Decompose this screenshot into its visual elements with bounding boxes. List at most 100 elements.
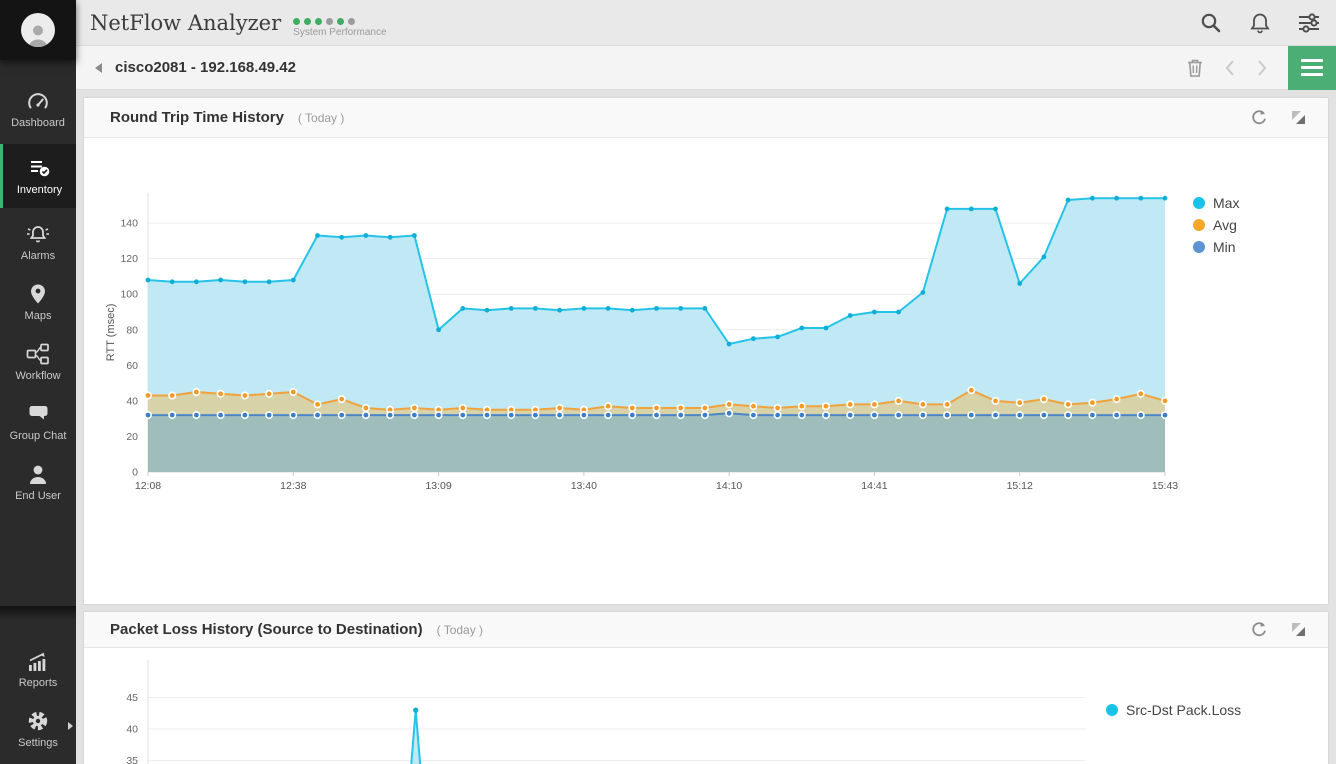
svg-text:40: 40 [126, 724, 138, 736]
sidebar-item-label: Dashboard [11, 117, 65, 129]
packet-loss-chart: 05101520253035404512:0812:3813:0913:4014… [126, 659, 1085, 764]
sidebar-item-workflow[interactable]: Workflow [0, 337, 76, 388]
sidebar-item-label: Settings [18, 737, 58, 749]
legend-dot [1193, 241, 1205, 253]
svg-text:80: 80 [126, 324, 138, 336]
rtt-history-panel: Round Trip Time History ( Today ) 0 20 40 6… [84, 98, 1328, 604]
reports-icon [0, 650, 76, 672]
sidebar-item-label: Workflow [15, 370, 61, 382]
legend-item[interactable]: Min [1193, 239, 1239, 255]
svg-text:35: 35 [126, 755, 138, 764]
sidebar-item-end-user[interactable]: End User [0, 457, 76, 508]
legend-label: Src-Dst Pack.Loss [1126, 702, 1242, 718]
range-label: ( Today ) [297, 110, 345, 125]
sidebar-item-reports[interactable]: Reports [0, 644, 76, 695]
packet-loss-chart-area: 05101520253035404512:0812:3813:0913:4014… [84, 648, 1328, 764]
legend-label: Min [1213, 239, 1236, 255]
search-icon[interactable] [1200, 12, 1222, 34]
panel-title: Round Trip Time History [110, 109, 284, 126]
gear-icon [0, 710, 76, 732]
map-pin-icon [0, 283, 76, 305]
sidebar-item-label: Inventory [16, 184, 63, 196]
sidebar-item-label: Maps [24, 310, 52, 322]
svg-text:140: 140 [120, 218, 138, 230]
performance-dots [293, 17, 386, 25]
hamburger-menu-button[interactable] [1288, 45, 1336, 90]
logo-box [0, 0, 76, 60]
rtt-chart: 0 20 40 60 80 100 120 140 12:08 12:38 13:09 13:40 14… [105, 192, 1178, 492]
svg-text:45: 45 [126, 692, 138, 704]
svg-text:RTT (msec): RTT (msec) [105, 304, 117, 362]
legend-item[interactable]: Avg [1193, 217, 1239, 233]
rtt-legend: Max Avg Min [1193, 195, 1239, 261]
sidebar-item-label: End User [15, 490, 61, 502]
refresh-icon[interactable] [1250, 109, 1267, 126]
performance-caption: System Performance [293, 26, 387, 38]
panel-title: Packet Loss History (Source to Destinati… [110, 621, 423, 638]
legend-dot [1106, 704, 1118, 716]
app-title: NetFlow Analyzer [90, 10, 282, 35]
sidebar-item-alarms[interactable]: Alarms [0, 217, 76, 268]
sidebar-item-label: Reports [18, 677, 58, 689]
resize-icon[interactable] [1291, 110, 1306, 125]
user-avatar[interactable] [21, 13, 55, 47]
svg-text:15:43: 15:43 [1152, 480, 1178, 492]
sidebar-item-label: Alarms [20, 250, 56, 262]
performance-dot [326, 17, 334, 25]
svg-text:100: 100 [120, 289, 138, 301]
legend-item[interactable]: Src-Dst Pack.Loss [1106, 702, 1241, 718]
inventory-icon [3, 157, 76, 179]
svg-text:12:38: 12:38 [280, 480, 306, 492]
svg-text:15:12: 15:12 [1007, 480, 1033, 492]
packet-loss-panel-header: Packet Loss History (Source to Destinati… [84, 612, 1328, 648]
svg-text:20: 20 [126, 431, 138, 443]
gauge-icon [0, 90, 76, 112]
svg-text:13:09: 13:09 [425, 480, 451, 492]
packet-loss-legend: Src-Dst Pack.Loss [1106, 702, 1241, 724]
chevron-left-icon[interactable] [1224, 59, 1236, 77]
sliders-icon[interactable] [1298, 12, 1320, 34]
svg-text:60: 60 [126, 360, 138, 372]
device-title: cisco2081 - 192.168.49.42 [115, 59, 296, 76]
system-performance-indicator: System Performance [293, 8, 387, 38]
svg-text:120: 120 [120, 253, 138, 265]
main-content: Round Trip Time History ( Today ) 0 20 40 6… [76, 90, 1336, 764]
rtt-chart-area: 0 20 40 60 80 100 120 140 12:08 12:38 13:09 13:40 14… [84, 138, 1328, 604]
refresh-icon[interactable] [1250, 621, 1267, 638]
performance-dot [348, 17, 356, 25]
chat-bubbles-icon [0, 403, 76, 425]
sidebar-item-dashboard[interactable]: Dashboard [0, 84, 76, 135]
performance-dot [304, 17, 312, 25]
person-icon [28, 25, 48, 47]
packet-loss-panel: Packet Loss History (Source to Destinati… [84, 612, 1328, 764]
performance-dot [315, 17, 323, 25]
svg-text:13:40: 13:40 [571, 480, 597, 492]
sidebar-item-inventory[interactable]: Inventory [0, 144, 76, 208]
svg-text:14:41: 14:41 [861, 480, 887, 492]
legend-dot [1193, 197, 1205, 209]
sidebar: Dashboard Inventory Alarms Maps Workflow [0, 0, 76, 764]
sidebar-item-settings[interactable]: Settings [0, 704, 76, 755]
breadcrumb-bar: cisco2081 - 192.168.49.42 [76, 45, 1336, 90]
rtt-panel-header: Round Trip Time History ( Today ) [84, 98, 1328, 138]
alarm-bell-icon [0, 223, 76, 245]
top-header: NetFlow Analyzer System Performance [76, 0, 1336, 46]
end-user-icon [0, 463, 76, 485]
svg-text:12:08: 12:08 [135, 480, 161, 492]
sidebar-item-label: Group Chat [9, 430, 67, 442]
sidebar-item-group-chat[interactable]: Group Chat [0, 397, 76, 448]
legend-item[interactable]: Max [1193, 195, 1239, 211]
submenu-arrow-icon [68, 722, 73, 730]
performance-dot [337, 17, 345, 25]
svg-text:14:10: 14:10 [716, 480, 742, 492]
legend-label: Avg [1213, 217, 1237, 233]
svg-text:40: 40 [126, 395, 138, 407]
back-icon[interactable] [95, 62, 102, 73]
range-label: ( Today ) [436, 622, 484, 637]
chevron-right-icon[interactable] [1256, 59, 1268, 77]
resize-icon[interactable] [1291, 622, 1306, 637]
trash-icon[interactable] [1186, 58, 1204, 78]
bell-icon[interactable] [1250, 12, 1270, 34]
sidebar-item-maps[interactable]: Maps [0, 277, 76, 328]
legend-dot [1193, 219, 1205, 231]
